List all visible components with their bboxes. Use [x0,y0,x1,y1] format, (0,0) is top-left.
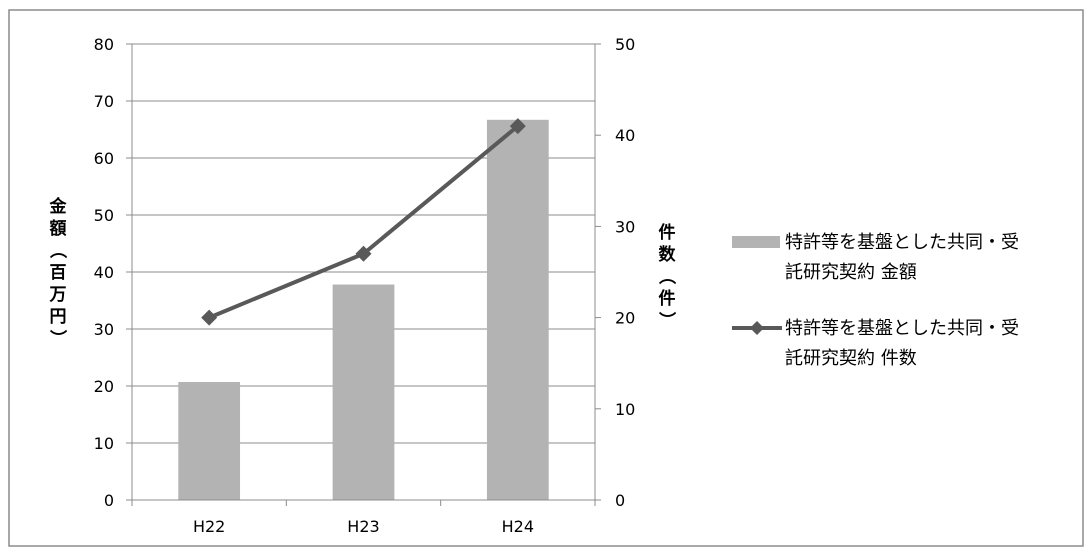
legend-label: 託研究契約 金額 [785,262,917,283]
left-axis-tick-label: 0 [104,491,114,510]
bar [486,119,549,500]
line-series [201,118,526,326]
right-axis-tick-label: 10 [615,400,635,419]
axis-title-char: （ [656,268,677,285]
legend-swatch-bar [732,236,780,248]
axes [126,43,601,506]
line-point-marker [201,309,218,326]
bar [332,284,395,500]
axis-title-char: 金 [49,196,68,217]
axis-title-char: ） [656,312,677,329]
axis-title-char: 万 [49,285,67,305]
x-axis-tick-label: H22 [193,517,225,536]
x-axis-tick-label: H23 [347,517,379,536]
axis-title-char: ） [47,330,68,347]
left-axis-tick-label: 60 [94,149,114,168]
line-point-marker [355,245,372,262]
axis-titles: 金額（百万円）件数（件） [47,196,677,347]
right-axis-tick-label: 50 [615,35,635,54]
x-axis-tick-label: H24 [502,517,534,536]
right-axis-tick-label: 20 [615,309,635,328]
axis-title-char: 件 [659,288,676,309]
legend-swatch-marker [750,321,764,335]
line-point-marker [509,118,526,135]
legend-label: 託研究契約 件数 [785,348,917,369]
left-axis-tick-label: 30 [94,320,114,339]
axis-title-char: 百 [50,263,67,283]
right-axis-tick-label: 0 [615,491,625,510]
axis-title-char: 数 [659,244,677,265]
left-axis-tick-label: 20 [94,377,114,396]
axis-title-char: （ [47,242,68,259]
right-axis-title: 件数（件） [656,222,677,329]
left-axis-tick-label: 80 [94,35,114,54]
bar [178,382,241,500]
right-axis-tick-label: 30 [615,217,635,236]
left-axis-tick-label: 50 [94,206,114,225]
axis-title-char: 額 [49,218,67,239]
right-axis-tick-label: 40 [615,126,635,145]
legend-label: 特許等を基盤とした共同・受 [785,318,1019,339]
axis-title-char: 件 [659,222,676,243]
left-axis-tick-label: 40 [94,263,114,282]
tick-labels: 0 10 20 30 40 50 60 70 80 0 10 20 30 40 50 H22 H23 H24 [94,35,636,536]
left-axis-title: 金額 （ 百万円 ） [47,196,68,347]
left-axis-tick-label: 70 [94,92,114,111]
left-axis-tick-label: 10 [94,434,114,453]
bars [178,119,549,500]
axis-title-char: 円 [50,307,67,327]
legend-label: 特許等を基盤とした共同・受 [785,232,1019,253]
